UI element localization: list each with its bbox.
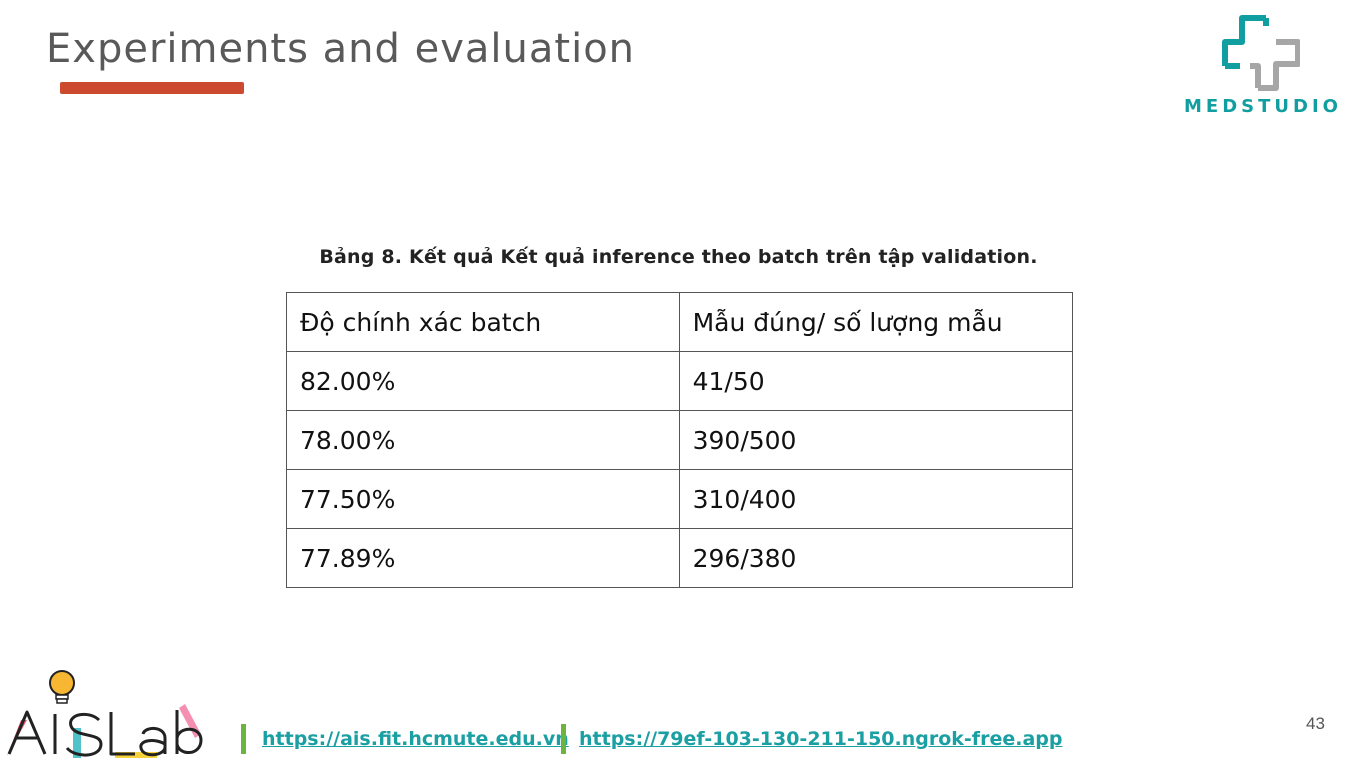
table-cell: 390/500 bbox=[678, 410, 1074, 470]
medstudio-logo: MEDSTUDIO bbox=[1180, 14, 1346, 119]
header-correct-over-total: Mẫu đúng/ số lượng mẫu bbox=[678, 292, 1074, 352]
ngrok-app-link[interactable]: https://79ef-103-130-211-150.ngrok-free.… bbox=[579, 728, 1063, 750]
table-row: 82.00% 41/50 bbox=[286, 351, 1074, 411]
table-cell: 310/400 bbox=[678, 469, 1074, 529]
footer-separator bbox=[561, 724, 566, 754]
table-row: 77.89% 296/380 bbox=[286, 528, 1074, 588]
footer-separator bbox=[241, 724, 246, 754]
results-table: Độ chính xác batch Mẫu đúng/ số lượng mẫ… bbox=[286, 292, 1074, 588]
page-number: 43 bbox=[1306, 714, 1325, 733]
table-row: 78.00% 390/500 bbox=[286, 410, 1074, 470]
table-header-row: Độ chính xác batch Mẫu đúng/ số lượng mẫ… bbox=[286, 292, 1074, 352]
medical-cross-icon bbox=[1222, 15, 1300, 91]
medstudio-logo-text: MEDSTUDIO bbox=[1184, 96, 1342, 117]
aislab-logo bbox=[7, 670, 203, 758]
table-cell: 78.00% bbox=[286, 410, 680, 470]
title-underline bbox=[60, 82, 244, 94]
table-cell: 82.00% bbox=[286, 351, 680, 411]
lightbulb-icon bbox=[49, 670, 75, 704]
table-cell: 296/380 bbox=[678, 528, 1074, 588]
slide-title: Experiments and evaluation bbox=[46, 26, 636, 72]
header-batch-accuracy: Độ chính xác batch bbox=[286, 292, 680, 352]
table-cell: 77.50% bbox=[286, 469, 680, 529]
table-row: 77.50% 310/400 bbox=[286, 469, 1074, 529]
table-caption: Bảng 8. Kết quả Kết quả inference theo b… bbox=[319, 246, 1038, 268]
table-cell: 77.89% bbox=[286, 528, 680, 588]
ais-website-link[interactable]: https://ais.fit.hcmute.edu.vn bbox=[262, 728, 569, 750]
table-cell: 41/50 bbox=[678, 351, 1074, 411]
